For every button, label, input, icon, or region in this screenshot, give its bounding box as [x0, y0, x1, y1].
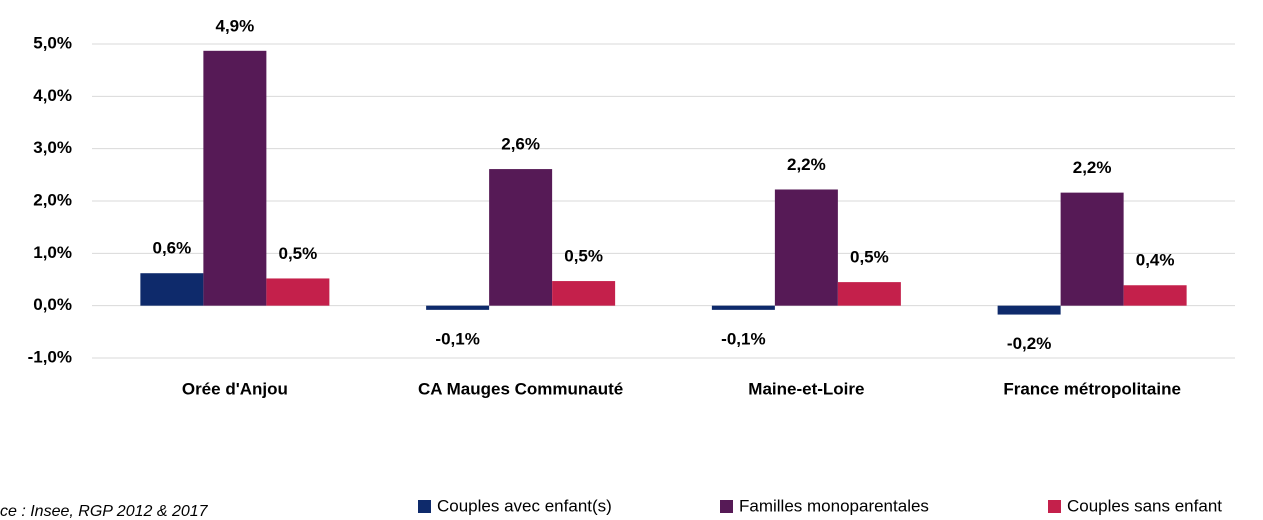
data-label: 0,5%: [564, 247, 603, 266]
y-tick-label: 0,0%: [33, 295, 72, 314]
data-label: -0,2%: [1007, 334, 1051, 353]
y-tick-label: 4,0%: [33, 86, 72, 105]
data-label: 2,2%: [787, 155, 826, 174]
y-tick-label: 1,0%: [33, 243, 72, 262]
source: ce : Insee, RGP 2012 & 2017: [0, 503, 209, 520]
legend-label: Couples avec enfant(s): [437, 496, 612, 515]
bar: [426, 305, 490, 310]
bar: [489, 169, 553, 306]
bar: [1060, 192, 1124, 306]
legend-swatch: [720, 500, 733, 513]
bar: [266, 278, 330, 306]
legend-label: Couples sans enfant: [1067, 496, 1222, 515]
bar: [203, 50, 267, 306]
bar: [552, 281, 616, 306]
bar: [774, 189, 838, 306]
bar: [837, 282, 901, 306]
y-tick-label: -1,0%: [28, 347, 72, 366]
legend-swatch: [418, 500, 431, 513]
y-tick-label: 2,0%: [33, 190, 72, 209]
x-tick-label: Orée d'Anjou: [182, 379, 288, 398]
x-tick-label: CA Mauges Communauté: [418, 379, 623, 398]
data-label: 0,4%: [1136, 251, 1175, 270]
data-label: 2,2%: [1073, 158, 1112, 177]
bar: [140, 273, 204, 306]
x-tick-label: France métropolitaine: [1003, 379, 1181, 398]
data-label: 0,6%: [153, 239, 192, 258]
data-label: 0,5%: [279, 244, 318, 263]
data-label: 0,5%: [850, 248, 889, 267]
bar: [997, 305, 1061, 315]
data-label: 4,9%: [216, 16, 255, 35]
y-tick-label: 3,0%: [33, 138, 72, 157]
data-label: -0,1%: [721, 329, 765, 348]
data-label: -0,1%: [435, 329, 479, 348]
bar: [1123, 285, 1187, 306]
legend-label: Familles monoparentales: [739, 496, 929, 515]
data-label: 2,6%: [501, 135, 540, 154]
bar: [711, 305, 775, 310]
x-tick-label: Maine-et-Loire: [748, 379, 864, 398]
legend-swatch: [1048, 500, 1061, 513]
y-tick-label: 5,0%: [33, 33, 72, 52]
